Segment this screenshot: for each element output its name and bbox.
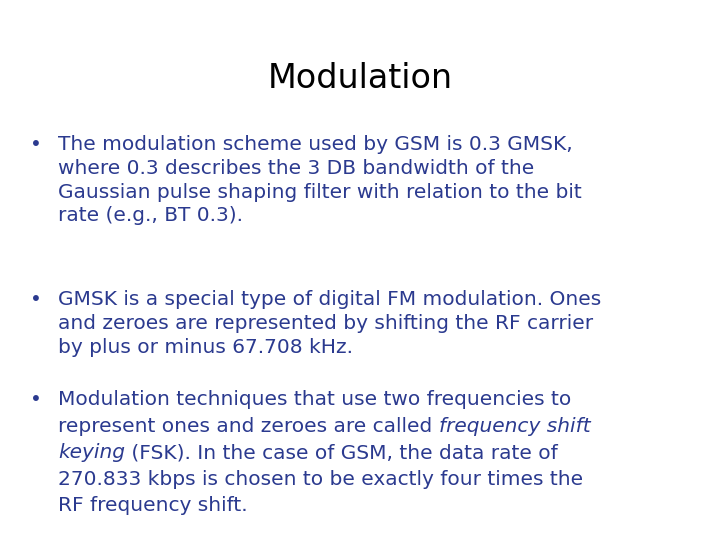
Text: •: •	[30, 135, 42, 154]
Text: frequency shift: frequency shift	[438, 416, 590, 436]
Text: •: •	[30, 290, 42, 309]
Text: •: •	[30, 390, 42, 409]
Text: Modulation techniques that use two frequencies to: Modulation techniques that use two frequ…	[58, 390, 571, 409]
Text: The modulation scheme used by GSM is 0.3 GMSK,
where 0.3 describes the 3 DB band: The modulation scheme used by GSM is 0.3…	[58, 135, 582, 225]
Text: Modulation: Modulation	[267, 62, 453, 95]
Text: GMSK is a special type of digital FM modulation. Ones
and zeroes are represented: GMSK is a special type of digital FM mod…	[58, 290, 601, 356]
Text: 270.833 kbps is chosen to be exactly four times the: 270.833 kbps is chosen to be exactly fou…	[58, 470, 583, 489]
Text: keying: keying	[58, 443, 125, 462]
Text: (FSK). In the case of GSM, the data rate of: (FSK). In the case of GSM, the data rate…	[125, 443, 558, 462]
Text: represent ones and zeroes are called: represent ones and zeroes are called	[58, 416, 438, 436]
Text: RF frequency shift.: RF frequency shift.	[58, 496, 248, 515]
